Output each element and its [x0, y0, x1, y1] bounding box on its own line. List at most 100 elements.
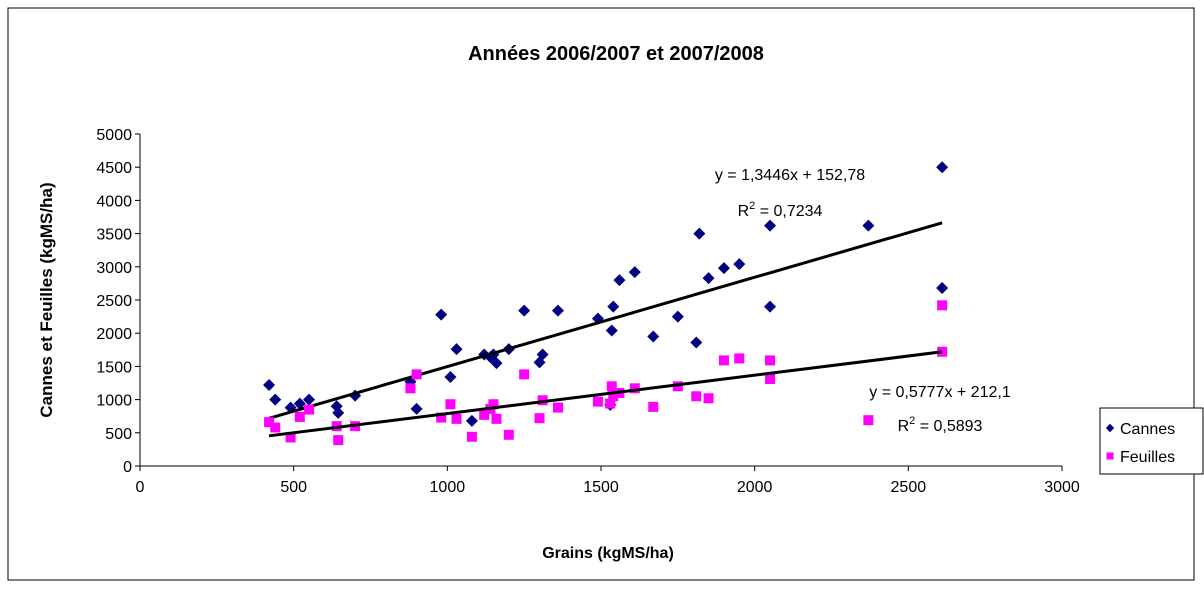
- trendline: [268, 350, 943, 438]
- point: [613, 274, 626, 287]
- point: [405, 383, 416, 394]
- y-tick-label: 5000: [96, 127, 132, 144]
- point: [294, 411, 305, 422]
- point: [285, 432, 296, 443]
- point: [451, 413, 462, 424]
- y-tick-label: 500: [105, 426, 132, 443]
- legend-marker: [1106, 452, 1114, 460]
- y-tick-label: 4000: [96, 193, 132, 210]
- point: [702, 272, 715, 285]
- r-squared: R2 = 0,7234: [738, 200, 823, 220]
- point: [647, 330, 660, 343]
- y-tick-label: 3000: [96, 260, 132, 277]
- chart-title: Années 2006/2007 et 2007/2008: [468, 43, 764, 65]
- point: [450, 343, 463, 356]
- r2-base: R: [898, 418, 910, 435]
- point: [436, 412, 447, 423]
- y-tick-label: 2500: [96, 293, 132, 310]
- point: [465, 414, 478, 427]
- x-tick-label: 500: [280, 479, 307, 496]
- point: [605, 324, 618, 337]
- point: [629, 383, 640, 394]
- point: [717, 262, 730, 275]
- point: [445, 399, 456, 410]
- point: [479, 409, 490, 420]
- r2-sup: 2: [749, 200, 755, 212]
- point: [671, 310, 684, 323]
- legend: [1099, 407, 1204, 475]
- legend-label: Cannes: [1120, 421, 1175, 438]
- point: [518, 304, 531, 317]
- point: [491, 413, 502, 424]
- point: [693, 227, 706, 240]
- point: [303, 393, 316, 406]
- point: [764, 300, 777, 313]
- point: [605, 398, 616, 409]
- point: [519, 369, 530, 380]
- r2-text: = 0,7234: [755, 203, 822, 220]
- y-tick-label: 3500: [96, 227, 132, 244]
- y-axis-label: Cannes et Feuilles (kgMS/ha): [37, 182, 56, 417]
- point: [606, 381, 617, 392]
- chart-frame: [7, 7, 1195, 581]
- point: [937, 300, 948, 311]
- x-axis-label: Grains (kgMS/ha): [542, 545, 674, 562]
- point: [264, 417, 275, 428]
- point: [765, 374, 776, 385]
- point: [503, 429, 514, 440]
- point: [551, 304, 564, 317]
- point: [862, 219, 875, 232]
- point: [608, 391, 619, 402]
- point: [332, 406, 345, 419]
- point: [466, 431, 477, 442]
- point: [534, 413, 545, 424]
- x-tick-label: 1000: [430, 479, 466, 496]
- point: [936, 161, 949, 174]
- point: [536, 348, 549, 361]
- point: [936, 282, 949, 295]
- point: [488, 399, 499, 410]
- point: [552, 402, 563, 413]
- point: [733, 258, 746, 271]
- point: [435, 308, 448, 321]
- trendline: [268, 221, 943, 420]
- point: [937, 346, 948, 357]
- x-tick-label: 0: [136, 479, 145, 496]
- trendline-equation: y = 0,5777x + 212,1: [869, 384, 1011, 401]
- point: [628, 266, 641, 279]
- point: [293, 397, 306, 410]
- point: [765, 355, 776, 366]
- x-tick-label: 1500: [583, 479, 619, 496]
- r2-sup: 2: [909, 415, 915, 427]
- point: [270, 422, 281, 433]
- point: [718, 355, 729, 366]
- y-tick-label: 1000: [96, 393, 132, 410]
- y-tick-label: 4500: [96, 160, 132, 177]
- legend-marker: [1105, 423, 1115, 433]
- point: [691, 391, 702, 402]
- point: [411, 369, 422, 380]
- y-tick-label: 0: [123, 459, 132, 476]
- point: [734, 353, 745, 364]
- point: [607, 300, 620, 313]
- point: [304, 404, 315, 415]
- x-tick-label: 2500: [891, 479, 927, 496]
- r2-base: R: [738, 203, 750, 220]
- point: [863, 415, 874, 426]
- point: [703, 393, 714, 404]
- legend-label: Feuilles: [1120, 449, 1175, 466]
- trendline-equation: y = 1,3446x + 152,78: [715, 167, 865, 184]
- point: [490, 357, 503, 370]
- point: [410, 402, 423, 415]
- r2-text: = 0,5893: [915, 418, 982, 435]
- point: [764, 219, 777, 232]
- point: [672, 381, 683, 392]
- x-tick-label: 2000: [737, 479, 773, 496]
- point: [333, 435, 344, 446]
- r-squared: R2 = 0,5893: [898, 415, 983, 435]
- point: [269, 393, 282, 406]
- x-tick-label: 3000: [1044, 479, 1080, 496]
- point: [444, 371, 457, 384]
- y-tick-label: 1500: [96, 359, 132, 376]
